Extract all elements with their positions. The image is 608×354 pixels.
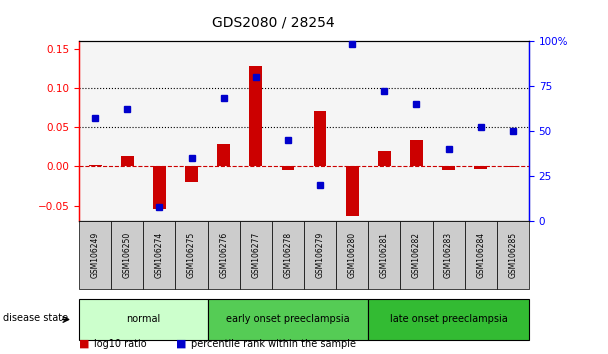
Bar [506,166,519,167]
Text: GSM106276: GSM106276 [219,232,228,278]
Bar [249,66,262,166]
Bar [474,166,487,169]
Text: GSM106278: GSM106278 [283,232,292,278]
Bar [217,144,230,166]
Bar [89,165,102,166]
Text: ■: ■ [79,339,89,349]
Text: GSM106282: GSM106282 [412,232,421,278]
Text: GSM106250: GSM106250 [123,232,132,278]
Text: normal: normal [126,314,161,325]
Bar [410,141,423,166]
Bar [153,166,166,210]
Text: log10 ratio: log10 ratio [94,339,147,349]
Text: GSM106283: GSM106283 [444,232,453,278]
Bar [314,112,326,166]
Text: percentile rank within the sample: percentile rank within the sample [191,339,356,349]
Text: GSM106284: GSM106284 [476,232,485,278]
Text: GSM106280: GSM106280 [348,232,357,278]
Bar [121,156,134,166]
Bar [282,166,294,170]
Text: GSM106277: GSM106277 [251,232,260,278]
Bar [346,166,359,216]
Text: GSM106279: GSM106279 [316,232,325,278]
Text: GSM106274: GSM106274 [155,232,164,278]
Text: late onset preeclampsia: late onset preeclampsia [390,314,508,325]
Text: disease state: disease state [3,313,68,323]
Text: GSM106281: GSM106281 [380,232,389,278]
Text: GDS2080 / 28254: GDS2080 / 28254 [212,16,335,30]
Bar [442,166,455,170]
Text: ■: ■ [176,339,187,349]
Text: GSM106249: GSM106249 [91,232,100,278]
Text: GSM106275: GSM106275 [187,232,196,278]
Text: GSM106285: GSM106285 [508,232,517,278]
Bar [185,166,198,182]
Text: early onset preeclampsia: early onset preeclampsia [226,314,350,325]
Bar [378,150,391,166]
